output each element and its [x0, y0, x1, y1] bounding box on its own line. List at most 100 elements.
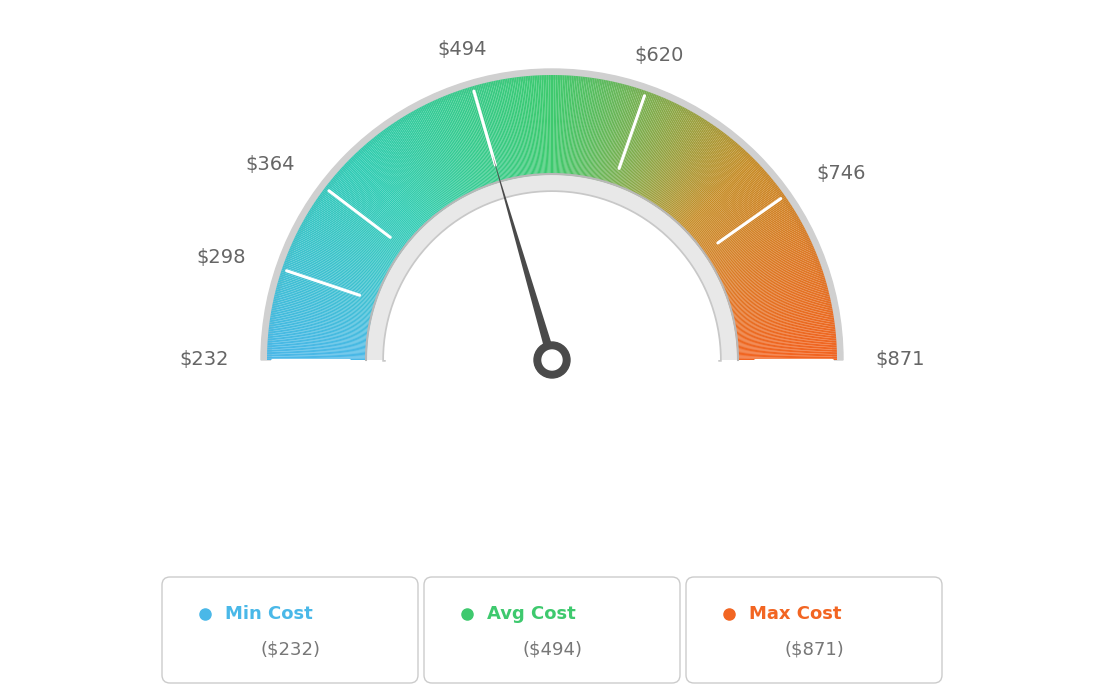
Circle shape — [542, 350, 562, 370]
Wedge shape — [410, 112, 460, 199]
Wedge shape — [733, 298, 830, 321]
Wedge shape — [535, 75, 543, 175]
Wedge shape — [529, 76, 538, 176]
Wedge shape — [316, 200, 399, 257]
Wedge shape — [538, 75, 544, 175]
Wedge shape — [554, 75, 558, 175]
Wedge shape — [408, 113, 460, 200]
Wedge shape — [521, 77, 533, 176]
Text: ($871): ($871) — [784, 641, 843, 659]
Wedge shape — [316, 198, 400, 256]
Wedge shape — [523, 77, 534, 176]
Wedge shape — [328, 183, 407, 246]
Wedge shape — [456, 91, 490, 186]
Wedge shape — [723, 253, 817, 292]
Wedge shape — [467, 88, 498, 184]
Wedge shape — [417, 108, 466, 197]
Wedge shape — [267, 348, 368, 353]
Wedge shape — [650, 119, 704, 204]
Wedge shape — [720, 239, 810, 282]
Wedge shape — [286, 257, 380, 294]
Wedge shape — [583, 79, 602, 178]
Wedge shape — [520, 77, 532, 176]
Wedge shape — [681, 156, 752, 228]
Wedge shape — [730, 282, 827, 310]
Wedge shape — [276, 289, 373, 315]
Wedge shape — [325, 187, 405, 248]
Wedge shape — [688, 166, 762, 235]
Wedge shape — [463, 89, 495, 184]
Wedge shape — [716, 229, 806, 276]
Wedge shape — [631, 103, 677, 194]
Wedge shape — [634, 104, 680, 195]
Wedge shape — [576, 77, 592, 177]
Wedge shape — [715, 228, 805, 275]
Wedge shape — [540, 75, 545, 175]
Wedge shape — [274, 295, 372, 319]
Wedge shape — [273, 303, 371, 324]
Wedge shape — [272, 310, 370, 328]
Wedge shape — [276, 286, 373, 313]
Wedge shape — [367, 143, 433, 219]
Wedge shape — [267, 342, 368, 350]
Wedge shape — [661, 130, 722, 212]
Wedge shape — [302, 221, 391, 271]
Wedge shape — [268, 337, 368, 346]
Wedge shape — [553, 75, 555, 175]
Wedge shape — [335, 175, 412, 240]
Wedge shape — [574, 77, 587, 177]
Wedge shape — [312, 204, 397, 260]
Wedge shape — [413, 110, 463, 199]
Wedge shape — [714, 223, 803, 272]
Wedge shape — [326, 186, 406, 248]
Wedge shape — [590, 81, 613, 179]
Wedge shape — [696, 179, 774, 244]
Wedge shape — [736, 333, 836, 344]
Wedge shape — [735, 315, 834, 332]
Wedge shape — [427, 103, 473, 194]
Wedge shape — [729, 277, 825, 307]
Wedge shape — [289, 247, 382, 288]
Wedge shape — [736, 331, 836, 343]
Wedge shape — [736, 337, 836, 346]
Wedge shape — [704, 198, 788, 256]
Wedge shape — [429, 102, 474, 193]
Wedge shape — [594, 82, 617, 180]
Wedge shape — [721, 244, 813, 286]
Wedge shape — [582, 79, 601, 177]
Wedge shape — [625, 98, 666, 190]
Wedge shape — [635, 106, 681, 195]
Wedge shape — [378, 134, 439, 214]
Wedge shape — [686, 164, 760, 233]
Wedge shape — [611, 90, 644, 185]
Wedge shape — [279, 275, 375, 306]
Wedge shape — [268, 335, 368, 345]
Wedge shape — [656, 124, 713, 208]
Wedge shape — [289, 248, 382, 288]
Wedge shape — [601, 85, 628, 181]
Wedge shape — [630, 102, 675, 193]
Wedge shape — [580, 78, 596, 177]
Wedge shape — [407, 114, 459, 201]
Wedge shape — [306, 215, 393, 267]
Wedge shape — [283, 265, 378, 299]
FancyBboxPatch shape — [686, 577, 942, 683]
Wedge shape — [421, 106, 468, 196]
Wedge shape — [404, 116, 457, 202]
Wedge shape — [603, 86, 631, 182]
Wedge shape — [426, 104, 471, 194]
Wedge shape — [445, 95, 484, 188]
Wedge shape — [713, 219, 800, 270]
Text: $746: $746 — [816, 164, 866, 184]
Wedge shape — [272, 306, 370, 326]
Wedge shape — [558, 75, 563, 175]
Wedge shape — [689, 169, 765, 237]
Wedge shape — [268, 330, 368, 342]
Wedge shape — [703, 195, 786, 254]
Wedge shape — [654, 121, 709, 206]
Wedge shape — [500, 79, 520, 178]
Wedge shape — [549, 75, 551, 175]
Wedge shape — [284, 262, 379, 297]
Wedge shape — [348, 160, 421, 231]
Wedge shape — [267, 353, 367, 357]
